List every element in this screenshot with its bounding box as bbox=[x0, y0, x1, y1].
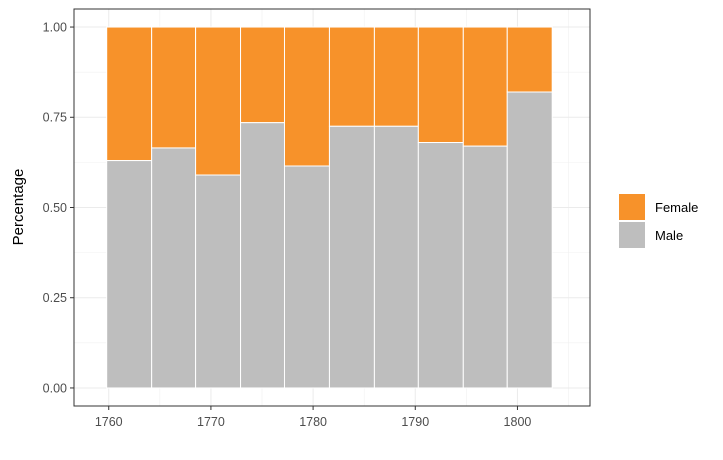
x-tick-label: 1760 bbox=[95, 415, 123, 429]
bar-male-9 bbox=[506, 91, 553, 389]
bar-female-1 bbox=[151, 26, 197, 149]
bar-female-7 bbox=[417, 26, 464, 144]
bar-male-5 bbox=[328, 125, 375, 389]
bar-female-4 bbox=[283, 26, 330, 167]
legend-label-male: Male bbox=[655, 228, 683, 243]
y-tick-label: 0.00 bbox=[43, 381, 67, 395]
bar-male-8 bbox=[462, 145, 508, 389]
bar-male-4 bbox=[283, 165, 330, 389]
x-tick-label: 1770 bbox=[197, 415, 225, 429]
bar-male-1 bbox=[151, 147, 197, 389]
bar-female-2 bbox=[195, 26, 242, 176]
y-tick-label: 0.25 bbox=[43, 291, 67, 305]
bar-female-9 bbox=[506, 26, 553, 93]
x-tick-label: 1800 bbox=[504, 415, 532, 429]
bar-male-6 bbox=[373, 125, 419, 389]
bar-female-0 bbox=[106, 26, 153, 162]
x-axis: 1760 1770 1780 1790 1800 bbox=[95, 406, 532, 429]
y-tick-label: 0.50 bbox=[43, 201, 67, 215]
legend-key-male bbox=[619, 222, 645, 248]
y-tick-label: 0.75 bbox=[43, 111, 67, 125]
x-tick-label: 1790 bbox=[401, 415, 429, 429]
y-axis: 0.00 0.25 0.50 0.75 1.00 bbox=[43, 20, 74, 395]
bar-male-2 bbox=[195, 174, 242, 389]
legend: Female Male bbox=[619, 194, 698, 248]
bars bbox=[106, 26, 553, 389]
bar-female-5 bbox=[328, 26, 375, 127]
y-tick-label: 1.00 bbox=[43, 20, 67, 34]
bar-male-3 bbox=[240, 122, 285, 389]
legend-key-female bbox=[619, 194, 645, 220]
bar-female-3 bbox=[240, 26, 285, 124]
bar-female-8 bbox=[462, 26, 508, 147]
bar-female-6 bbox=[373, 26, 419, 127]
x-tick-label: 1780 bbox=[299, 415, 327, 429]
bar-male-7 bbox=[417, 142, 464, 389]
y-axis-title: Percentage bbox=[10, 169, 27, 246]
bar-male-0 bbox=[106, 160, 153, 389]
legend-label-female: Female bbox=[655, 200, 698, 215]
